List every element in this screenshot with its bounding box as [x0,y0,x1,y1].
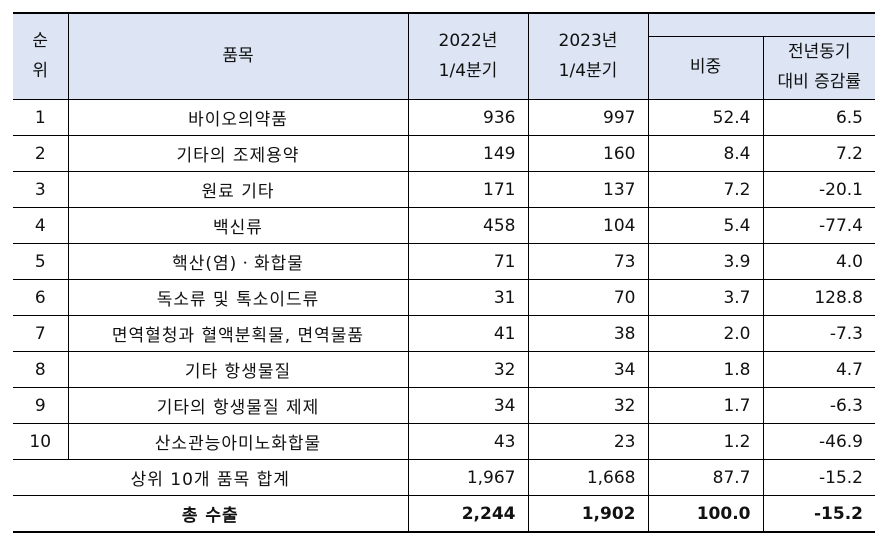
cell-rank: 8 [13,351,68,388]
cell-y2023: 160 [527,135,648,172]
cell-yoy: -20.1 [762,171,875,208]
cell-share: 3.7 [647,279,763,316]
cell-item: 바이오의약품 [67,99,408,136]
cell-share: 1.8 [647,351,763,388]
table-row: 7 면역혈청과 혈액분획물, 면역물품 41 38 2.0 -7.3 [13,315,875,352]
subtotal-yoy: -15.2 [762,459,875,496]
table-row: 8 기타 항생물질 32 34 1.8 4.7 [13,351,875,388]
table-body: 1 바이오의약품 936 997 52.4 6.5 2 기타의 조제용약 149 160 8.4 7.… [13,99,875,533]
cell-y2023: 23 [527,423,648,460]
cell-share: 8.4 [647,135,763,172]
cell-rank: 9 [13,387,68,424]
cell-item: 기타 항생물질 [67,351,408,388]
total-yoy: -15.2 [762,495,875,533]
cell-rank: 2 [13,135,68,172]
cell-share: 3.9 [647,243,763,280]
cell-y2022: 43 [407,423,528,460]
cell-item: 면역혈청과 혈액분획물, 면역물품 [67,315,408,352]
cell-y2022: 34 [407,387,528,424]
cell-item: 백신류 [67,207,408,244]
cell-yoy: 6.5 [762,99,875,136]
header-share: 비중 [648,36,764,100]
cell-yoy: -46.9 [762,423,875,460]
cell-item: 독소류 및 톡소이드류 [67,279,408,316]
export-table: 순 위 품목 2022년 1/4분기 2023년 1/4분기 비중 전년동기 대… [13,12,875,533]
subtotal-y2022: 1,967 [407,459,528,496]
total-y2022: 2,244 [407,495,528,533]
cell-y2023: 997 [527,99,648,136]
cell-yoy: -7.3 [762,315,875,352]
cell-y2022: 41 [407,315,528,352]
table-header: 순 위 품목 2022년 1/4분기 2023년 1/4분기 비중 전년동기 대… [13,13,875,100]
cell-yoy: 4.0 [762,243,875,280]
table-container: 순 위 품목 2022년 1/4분기 2023년 1/4분기 비중 전년동기 대… [13,12,875,533]
cell-y2022: 31 [407,279,528,316]
cell-item: 기타의 항생물질 제제 [67,387,408,424]
cell-yoy: -77.4 [762,207,875,244]
subtotal-share: 87.7 [647,459,763,496]
cell-y2023: 38 [527,315,648,352]
cell-y2023: 32 [527,387,648,424]
cell-rank: 10 [13,423,68,460]
cell-share: 52.4 [647,99,763,136]
cell-item: 산소관능아미노화합물 [67,423,408,460]
table-row: 10 산소관능아미노화합물 43 23 1.2 -46.9 [13,423,875,460]
cell-rank: 6 [13,279,68,316]
total-share: 100.0 [647,495,763,533]
table-row: 6 독소류 및 톡소이드류 31 70 3.7 128.8 [13,279,875,316]
cell-yoy: 4.7 [762,351,875,388]
total-row: 총 수출 2,244 1,902 100.0 -15.2 [13,495,875,533]
cell-y2022: 71 [407,243,528,280]
cell-yoy: 128.8 [762,279,875,316]
cell-rank: 7 [13,315,68,352]
table-row: 2 기타의 조제용약 149 160 8.4 7.2 [13,135,875,172]
total-y2023: 1,902 [527,495,648,533]
header-2023q1: 2023년 1/4분기 [527,13,649,100]
table-row: 3 원료 기타 171 137 7.2 -20.1 [13,171,875,208]
cell-share: 5.4 [647,207,763,244]
cell-y2022: 32 [407,351,528,388]
subtotal-row: 상위 10개 품목 합계 1,967 1,668 87.7 -15.2 [13,459,875,496]
cell-y2023: 34 [527,351,648,388]
header-yoy: 전년동기 대비 증감률 [763,36,875,100]
cell-y2023: 73 [527,243,648,280]
cell-y2023: 137 [527,171,648,208]
subtotal-y2023: 1,668 [527,459,648,496]
table-row: 9 기타의 항생물질 제제 34 32 1.7 -6.3 [13,387,875,424]
cell-rank: 5 [13,243,68,280]
cell-y2022: 171 [407,171,528,208]
cell-item: 핵산(염)ㆍ화합물 [67,243,408,280]
cell-y2022: 149 [407,135,528,172]
cell-share: 2.0 [647,315,763,352]
cell-share: 1.2 [647,423,763,460]
table-row: 4 백신류 458 104 5.4 -77.4 [13,207,875,244]
cell-rank: 3 [13,171,68,208]
cell-y2022: 936 [407,99,528,136]
cell-share: 1.7 [647,387,763,424]
cell-share: 7.2 [647,171,763,208]
header-item: 품목 [68,13,409,100]
header-2022q1: 2022년 1/4분기 [408,13,528,100]
cell-yoy: 7.2 [762,135,875,172]
header-blank [648,13,875,37]
table-row: 5 핵산(염)ㆍ화합물 71 73 3.9 4.0 [13,243,875,280]
header-rank: 순 위 [13,13,69,100]
table-row: 1 바이오의약품 936 997 52.4 6.5 [13,99,875,136]
cell-rank: 1 [13,99,68,136]
cell-rank: 4 [13,207,68,244]
cell-y2023: 70 [527,279,648,316]
cell-y2023: 104 [527,207,648,244]
cell-y2022: 458 [407,207,528,244]
total-label: 총 수출 [13,495,408,533]
cell-item: 기타의 조제용약 [67,135,408,172]
cell-yoy: -6.3 [762,387,875,424]
cell-item: 원료 기타 [67,171,408,208]
subtotal-label: 상위 10개 품목 합계 [13,459,408,496]
